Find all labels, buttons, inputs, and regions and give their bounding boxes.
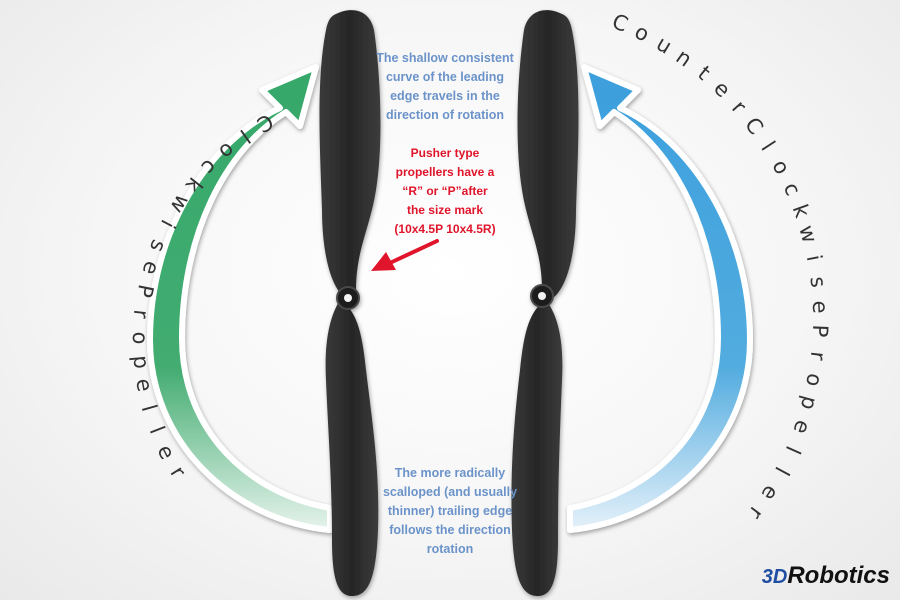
note-line: the size mark xyxy=(406,203,484,217)
note-line: edge travels in the xyxy=(390,89,500,103)
arc-label-char: P xyxy=(807,324,833,338)
arc-label-char: e xyxy=(807,299,832,314)
note-line: curve of the leading xyxy=(385,70,505,84)
leading-edge-note: The shallow consistent curve of the lead… xyxy=(375,49,515,125)
note-line: rotation xyxy=(426,542,474,556)
arc-label-char: r xyxy=(805,349,831,362)
arc-label-char: p xyxy=(128,353,154,370)
logo-mark: 3D xyxy=(761,566,788,588)
arc-label-char: r xyxy=(128,308,154,320)
note-line: propellers have a xyxy=(395,165,495,179)
right-propeller xyxy=(511,10,579,596)
arc-label-char: o xyxy=(127,331,153,345)
arc-label-char: s xyxy=(805,275,831,290)
note-line: Pusher type xyxy=(410,146,480,160)
note-line: scalloped (and usually xyxy=(382,485,518,499)
note-line: (10x4.5P 10x4.5R) xyxy=(394,222,496,236)
counter-clockwise-arrow-icon xyxy=(567,64,753,533)
pusher-note: Pusher type propellers have a “R” or “P”… xyxy=(375,144,515,239)
logo-text: Robotics xyxy=(787,562,890,589)
clockwise-arrow-icon xyxy=(147,64,333,533)
note-line: “R” or “P”after xyxy=(402,184,488,198)
note-line: The shallow consistent xyxy=(376,51,514,65)
note-line: follows the direction xyxy=(389,523,511,537)
note-line: direction of rotation xyxy=(385,108,505,122)
arc-label-char: e xyxy=(131,376,158,394)
red-pointer-arrow-icon xyxy=(371,239,439,271)
note-line: thinner) trailing edge xyxy=(387,504,513,518)
note-line: The more radically xyxy=(394,466,506,480)
3d-robotics-logo: 3DRobotics xyxy=(762,560,890,592)
left-propeller xyxy=(319,10,381,596)
trailing-edge-note: The more radically scalloped (and usuall… xyxy=(375,464,525,559)
arc-label-char: o xyxy=(801,371,828,389)
